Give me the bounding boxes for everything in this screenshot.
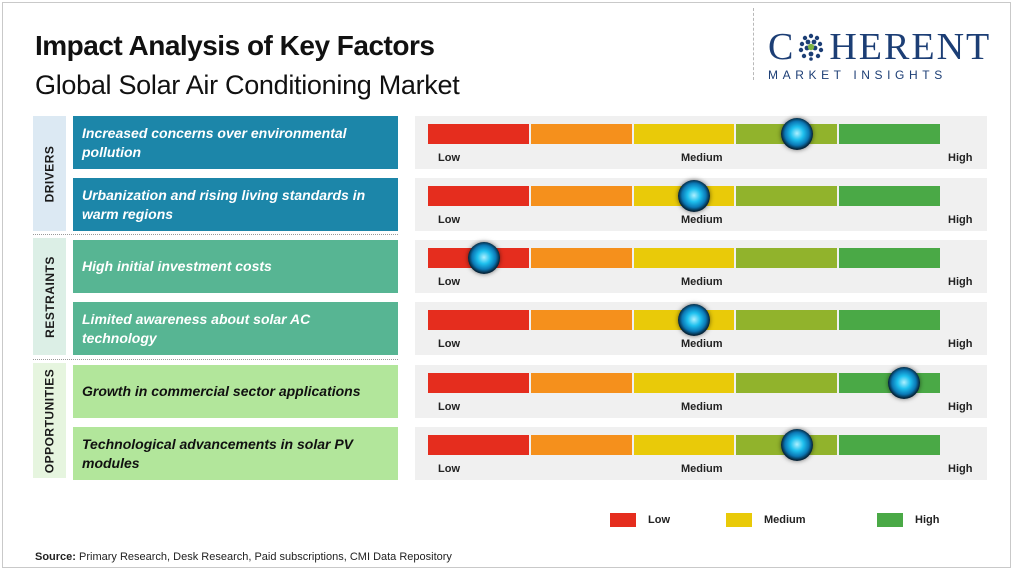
gauge-segment <box>428 310 529 330</box>
gauge-bar <box>428 124 940 144</box>
company-logo: C HERENT MARKET INSIGHTS <box>768 28 1000 82</box>
gauge-segment <box>633 373 735 393</box>
gauge-segment <box>428 373 529 393</box>
impact-marker <box>780 118 813 150</box>
gauge-segment <box>839 310 940 330</box>
gauge-bar <box>428 373 940 393</box>
impact-gauge: Low Medium High <box>415 178 987 231</box>
legend-medium-swatch <box>726 513 752 527</box>
gauge-medium-label: Medium <box>681 401 723 413</box>
gauge-segment <box>736 248 838 268</box>
gauge-segment <box>736 310 838 330</box>
gauge-bar <box>428 310 940 330</box>
impact-gauge: Low Medium High <box>415 427 987 480</box>
gauge-segment <box>839 248 940 268</box>
gauge-medium-label: Medium <box>681 276 723 288</box>
page-title: Impact Analysis of Key Factors <box>35 30 435 61</box>
gauge-segment <box>633 124 735 144</box>
impact-gauge: Low Medium High <box>415 365 987 418</box>
legend-high: High <box>877 513 939 527</box>
source-text: Primary Research, Desk Research, Paid su… <box>75 551 452 563</box>
gauge-segment <box>839 435 940 455</box>
globe-icon <box>799 33 824 61</box>
gauge-segment <box>530 373 632 393</box>
gauge-low-label: Low <box>438 152 460 164</box>
gauge-high-label: High <box>948 214 973 226</box>
gauge-medium-label: Medium <box>681 152 723 164</box>
gauge-medium-label: Medium <box>681 214 723 226</box>
gauge-high-label: High <box>948 276 973 288</box>
section-restraints: RESTRAINTS <box>33 238 66 355</box>
impact-marker <box>678 304 711 336</box>
factor-label: Growth in commercial sector applications <box>73 365 398 418</box>
gauge-high-label: High <box>948 401 973 413</box>
gauge-bar <box>428 248 940 268</box>
source-label: Source: <box>35 551 76 563</box>
page-subtitle: Global Solar Air Conditioning Market <box>35 70 460 100</box>
divider <box>753 8 754 80</box>
gauge-segment <box>530 124 632 144</box>
gauge-segment <box>633 435 735 455</box>
legend-high-label: High <box>915 514 940 526</box>
gauge-low-label: Low <box>438 463 460 475</box>
gauge-segment <box>633 248 735 268</box>
legend-medium: Medium <box>726 513 806 527</box>
factor-label: High initial investment costs <box>73 240 398 293</box>
gauge-segment <box>428 435 529 455</box>
section-separator <box>33 234 398 235</box>
gauge-segment <box>736 186 838 206</box>
gauge-high-label: High <box>948 152 973 164</box>
legend-low-swatch <box>610 513 636 527</box>
gauge-low-label: Low <box>438 214 460 226</box>
section-drivers: DRIVERS <box>33 116 66 231</box>
impact-gauge: Low Medium High <box>415 240 987 293</box>
gauge-low-label: Low <box>438 401 460 413</box>
gauge-high-label: High <box>948 463 973 475</box>
legend-medium-label: Medium <box>764 514 806 526</box>
gauge-segment <box>839 186 940 206</box>
section-opportunities-label: OPPORTUNITIES <box>42 368 57 473</box>
impact-gauge: Low Medium High <box>415 116 987 169</box>
logo-letters-rest: HERENT <box>829 26 992 68</box>
section-restraints-label: RESTRAINTS <box>42 255 57 338</box>
source-note: Source: Primary Research, Desk Research,… <box>35 551 452 563</box>
factor-label: Technological advancements in solar PV m… <box>73 427 398 480</box>
impact-marker <box>888 367 921 399</box>
legend-high-swatch <box>877 513 903 527</box>
gauge-low-label: Low <box>438 338 460 350</box>
section-separator <box>33 359 398 360</box>
gauge-high-label: High <box>948 338 973 350</box>
gauge-segment <box>530 248 632 268</box>
impact-gauge: Low Medium High <box>415 302 987 355</box>
gauge-medium-label: Medium <box>681 338 723 350</box>
logo-letter-c: C <box>768 26 796 68</box>
section-opportunities: OPPORTUNITIES <box>33 363 66 478</box>
factor-label: Limited awareness about solar AC technol… <box>73 302 398 355</box>
factor-label: Increased concerns over environmental po… <box>73 116 398 169</box>
impact-marker <box>468 242 501 274</box>
gauge-segment <box>839 124 940 144</box>
gauge-bar <box>428 435 940 455</box>
gauge-segment <box>428 124 529 144</box>
gauge-segment <box>530 186 632 206</box>
gauge-segment <box>530 435 632 455</box>
legend-low: Low <box>610 513 670 527</box>
gauge-low-label: Low <box>438 276 460 288</box>
section-drivers-label: DRIVERS <box>42 145 57 202</box>
legend-low-label: Low <box>648 514 670 526</box>
impact-marker <box>780 429 813 461</box>
gauge-medium-label: Medium <box>681 463 723 475</box>
logo-tagline: MARKET INSIGHTS <box>768 68 947 82</box>
gauge-segment <box>428 186 529 206</box>
factor-label: Urbanization and rising living standards… <box>73 178 398 231</box>
gauge-segment <box>530 310 632 330</box>
impact-marker <box>678 180 711 212</box>
gauge-segment <box>736 373 838 393</box>
